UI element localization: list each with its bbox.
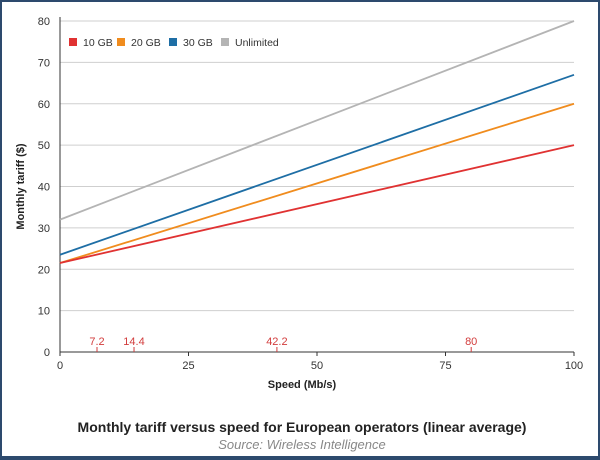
legend-swatch: [117, 38, 125, 46]
series-line: [59, 144, 575, 264]
legend-swatch: [69, 38, 77, 46]
speed-annotation-label: 14.4: [123, 336, 144, 348]
series-line: [59, 20, 575, 221]
x-tick-label: 25: [182, 360, 194, 372]
y-tick-label: 0: [44, 347, 50, 359]
y-tick-label: 80: [38, 16, 50, 28]
speed-annotation-label: 80: [465, 336, 477, 348]
legend-swatch: [221, 38, 229, 46]
y-tick-label: 10: [38, 306, 50, 318]
speed-annotation-label: 42.2: [266, 336, 287, 348]
legend-label: Unlimited: [235, 37, 279, 49]
x-tick-label: 50: [311, 360, 323, 372]
legend-swatch: [169, 38, 177, 46]
x-tick-label: 0: [57, 360, 63, 372]
x-tick-label: 100: [565, 360, 583, 372]
x-tick-label: 75: [439, 360, 451, 372]
series-line: [59, 73, 575, 256]
chart-title: Monthly tariff versus speed for European…: [77, 419, 527, 435]
y-tick-label: 40: [38, 182, 50, 194]
legend-label: 20 GB: [131, 37, 161, 49]
y-tick-label: 30: [38, 223, 50, 235]
legend-label: 10 GB: [83, 37, 113, 49]
y-tick-label: 70: [38, 57, 50, 69]
x-axis-title: Speed (Mb/s): [268, 379, 337, 391]
chart-source: Source: Wireless Intelligence: [218, 437, 386, 452]
y-tick-label: 50: [38, 140, 50, 152]
series-line: [59, 102, 575, 264]
speed-annotation-label: 7.2: [89, 336, 104, 348]
y-axis-title: Monthly tariff ($): [15, 143, 27, 229]
y-tick-label: 60: [38, 99, 50, 111]
y-tick-label: 20: [38, 264, 50, 276]
legend-label: 30 GB: [183, 37, 213, 49]
